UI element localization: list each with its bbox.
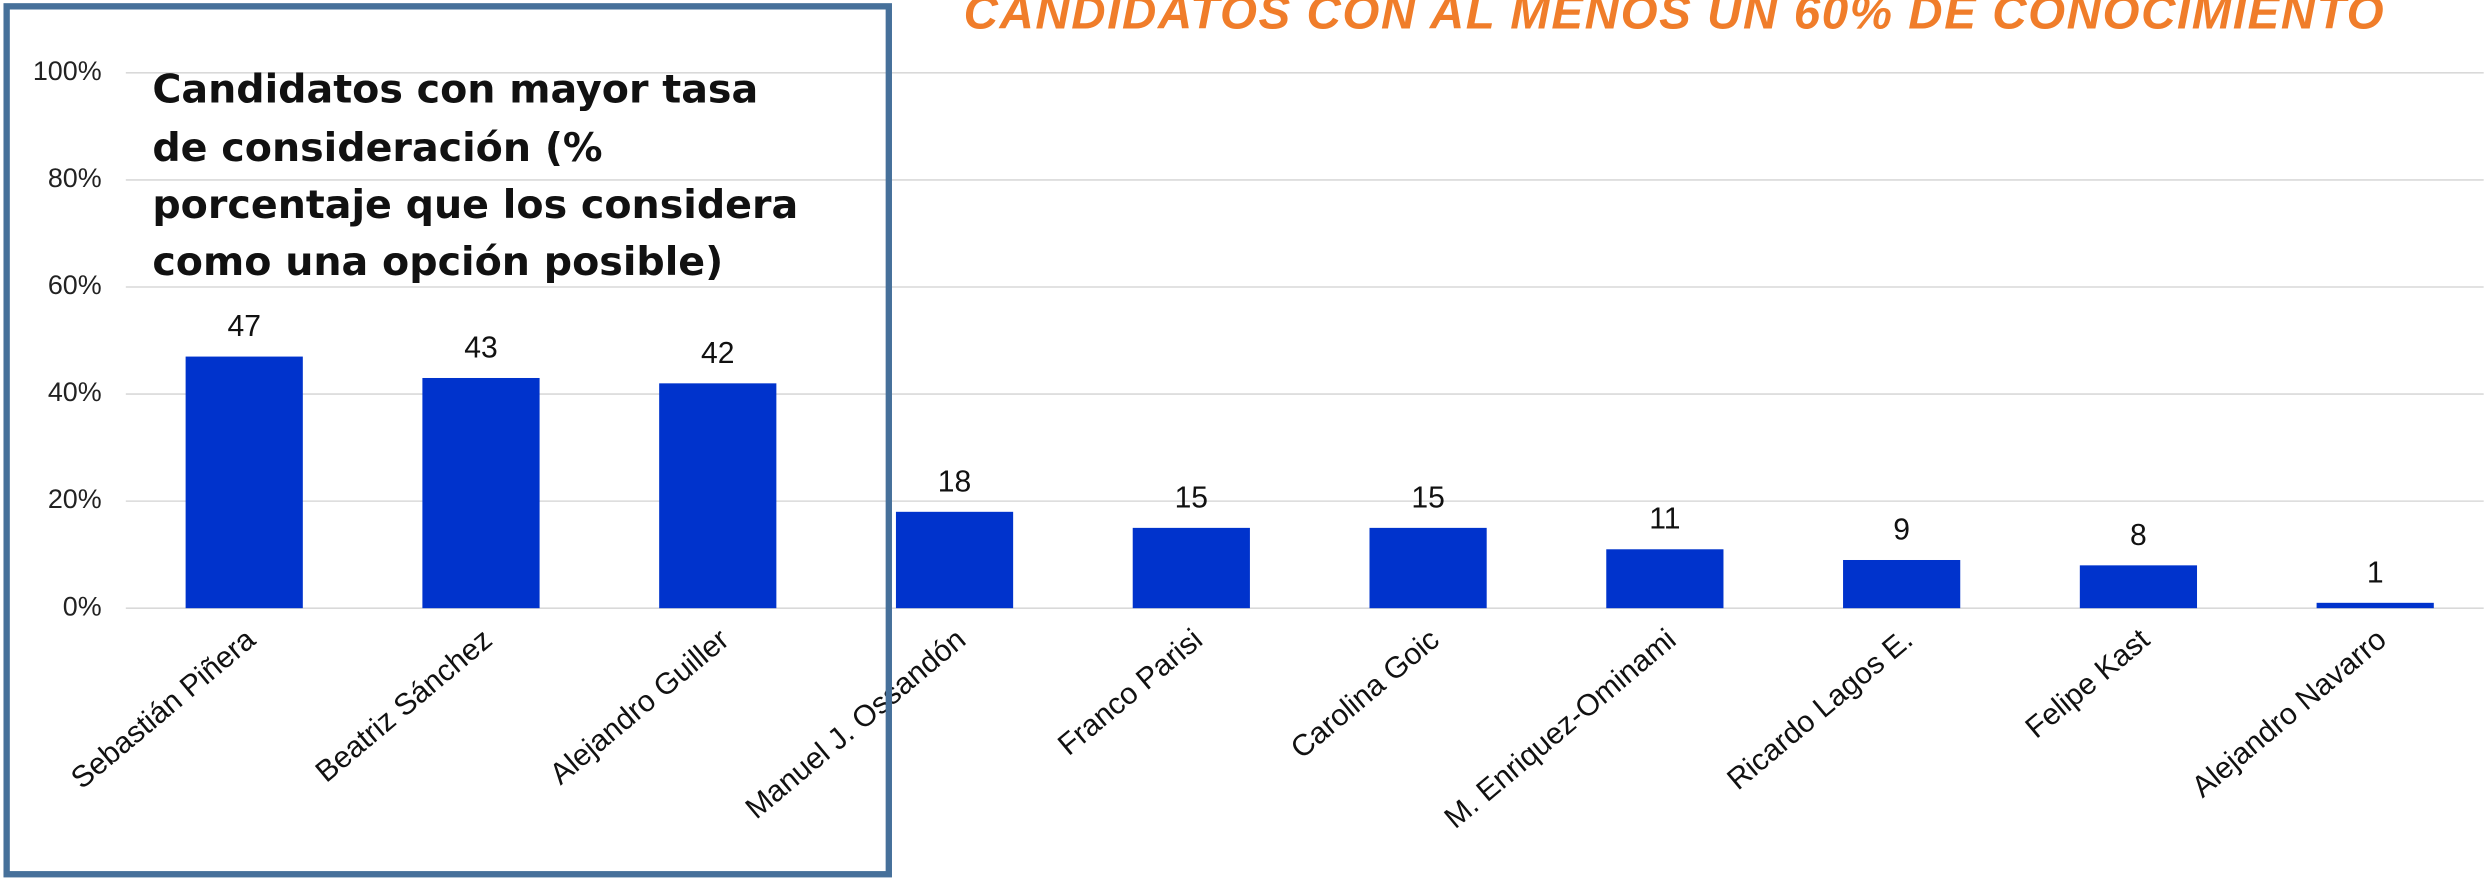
plot: 47 Sebastián Piñera 43 Beatriz Sánchez 42 Ale… bbox=[65, 310, 2434, 835]
y-tick-label: 20% bbox=[48, 484, 102, 514]
bar bbox=[2316, 602, 2434, 609]
data-label: 9 bbox=[1893, 513, 1910, 546]
y-tick-label: 60% bbox=[48, 270, 102, 300]
x-tick-label: Felipe Kast bbox=[2019, 622, 2156, 744]
bar bbox=[185, 356, 303, 609]
bar bbox=[422, 377, 540, 609]
data-label: 15 bbox=[1411, 481, 1444, 514]
data-label: 43 bbox=[464, 331, 497, 364]
bar bbox=[1369, 527, 1487, 609]
data-label: 15 bbox=[1175, 481, 1208, 514]
chart-title: CANDIDATOS CON AL MENOS UN 60% DE CONOCI… bbox=[964, 0, 2385, 39]
x-tick-label: M. Enriquez-Ominami bbox=[1438, 623, 1682, 835]
annotation: de consideración (% bbox=[152, 125, 602, 171]
x-tick-label: Sebastián Piñera bbox=[65, 623, 262, 796]
data-label: 42 bbox=[701, 337, 734, 370]
highlight-box bbox=[3, 3, 892, 878]
annotation: porcentaje que los considera bbox=[152, 182, 798, 228]
bar bbox=[659, 383, 777, 609]
annotation: Candidatos con mayor tasa bbox=[152, 66, 758, 112]
y-tick-label: 100% bbox=[33, 56, 102, 86]
data-label: 8 bbox=[2130, 519, 2147, 552]
bar bbox=[2079, 565, 2198, 609]
bar bbox=[1606, 549, 1724, 609]
x-tick-label: Ricardo Lagos E. bbox=[1721, 623, 1919, 797]
x-tick-label: Franco Parisi bbox=[1052, 623, 1209, 762]
data-label: 18 bbox=[938, 465, 971, 498]
annotation: como una opción posible) bbox=[152, 239, 723, 285]
x-tick-label: Beatriz Sánchez bbox=[310, 623, 499, 789]
x-tick-label: Carolina Goic bbox=[1285, 623, 1446, 765]
y-tick-label: 0% bbox=[63, 591, 102, 621]
data-label: 11 bbox=[1649, 503, 1680, 536]
y-tick-label: 80% bbox=[48, 163, 102, 193]
x-tick-label: Alejandro Guiller bbox=[544, 623, 736, 791]
bar bbox=[895, 511, 1014, 609]
bar bbox=[1132, 527, 1250, 609]
data-label: 47 bbox=[227, 310, 260, 343]
data-label: 1 bbox=[2367, 556, 2384, 589]
x-tick-label: Alejandro Navarro bbox=[2186, 623, 2393, 804]
bar bbox=[1843, 559, 1961, 609]
x-tick-label: Manuel J. Ossandón bbox=[740, 623, 973, 826]
y-tick-label: 40% bbox=[48, 377, 102, 407]
